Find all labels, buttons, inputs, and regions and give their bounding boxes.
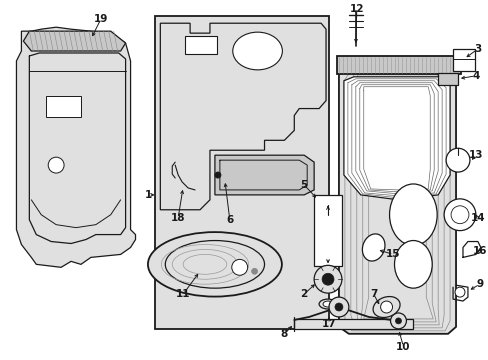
Polygon shape [23, 31, 125, 51]
Bar [185, 36, 217, 54]
Ellipse shape [165, 240, 264, 288]
Circle shape [231, 260, 247, 275]
Bar [336, 56, 460, 74]
Bar [294, 319, 412, 329]
Circle shape [48, 157, 64, 173]
Ellipse shape [323, 301, 332, 307]
Circle shape [313, 265, 341, 293]
Bar [155, 16, 328, 329]
Text: 7: 7 [369, 289, 377, 299]
Bar [452, 49, 474, 71]
Circle shape [390, 313, 406, 329]
Text: 4: 4 [471, 71, 479, 81]
Circle shape [334, 303, 342, 311]
Text: 13: 13 [468, 150, 482, 160]
Circle shape [454, 287, 464, 297]
Ellipse shape [362, 234, 384, 261]
Text: 17: 17 [321, 319, 336, 329]
Circle shape [395, 318, 401, 324]
Text: 8: 8 [280, 329, 287, 339]
Text: 5: 5 [300, 180, 307, 190]
Circle shape [214, 172, 221, 178]
Ellipse shape [389, 184, 436, 246]
Bar [437, 73, 457, 85]
Circle shape [328, 297, 348, 317]
Text: 2: 2 [300, 289, 307, 299]
Circle shape [251, 268, 257, 274]
Text: 11: 11 [176, 289, 190, 299]
Polygon shape [338, 66, 455, 334]
Circle shape [322, 273, 333, 285]
Text: 19: 19 [93, 14, 108, 24]
Ellipse shape [394, 240, 431, 288]
Text: 1: 1 [144, 190, 152, 200]
Text: 12: 12 [349, 4, 363, 14]
Ellipse shape [232, 32, 282, 70]
Polygon shape [160, 23, 325, 210]
Text: 10: 10 [395, 342, 410, 352]
Bar [46, 96, 81, 117]
Text: 16: 16 [471, 247, 486, 256]
Ellipse shape [319, 299, 336, 309]
Circle shape [443, 199, 475, 231]
Polygon shape [17, 27, 135, 267]
Circle shape [380, 301, 392, 313]
Text: 3: 3 [473, 44, 481, 54]
Text: 9: 9 [475, 279, 483, 289]
Circle shape [445, 148, 469, 172]
Text: 14: 14 [469, 213, 484, 223]
Text: 18: 18 [171, 213, 185, 223]
Ellipse shape [372, 297, 399, 318]
Text: 6: 6 [226, 215, 233, 225]
Bar [313, 195, 341, 266]
Ellipse shape [148, 232, 281, 297]
Polygon shape [343, 77, 449, 200]
Text: 15: 15 [386, 249, 400, 260]
Circle shape [450, 206, 468, 224]
Polygon shape [214, 155, 313, 195]
